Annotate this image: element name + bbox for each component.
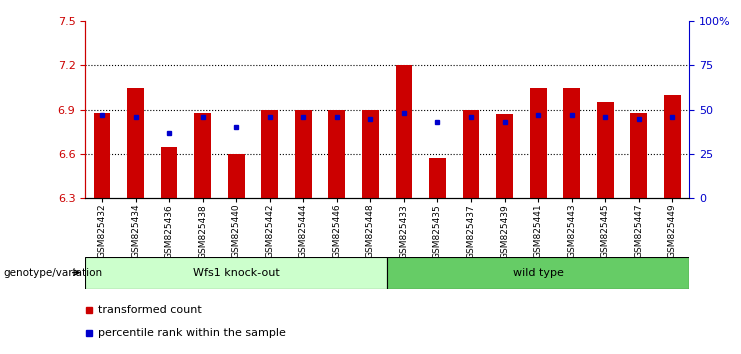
FancyBboxPatch shape	[85, 257, 387, 289]
Bar	[194, 113, 211, 198]
Bar	[262, 110, 278, 198]
Bar	[227, 154, 245, 198]
Bar	[328, 110, 345, 198]
Bar	[396, 65, 412, 198]
Bar	[664, 95, 681, 198]
Bar	[530, 87, 547, 198]
FancyBboxPatch shape	[387, 257, 689, 289]
Bar	[161, 147, 178, 198]
Bar	[362, 110, 379, 198]
Bar	[631, 113, 647, 198]
Text: percentile rank within the sample: percentile rank within the sample	[98, 328, 286, 338]
Bar	[496, 114, 513, 198]
Text: genotype/variation: genotype/variation	[4, 268, 103, 278]
Bar	[429, 158, 446, 198]
Text: transformed count: transformed count	[98, 305, 202, 315]
Bar	[563, 87, 580, 198]
Bar	[127, 87, 144, 198]
Bar	[295, 110, 312, 198]
Bar	[597, 102, 614, 198]
Text: Wfs1 knock-out: Wfs1 knock-out	[193, 268, 279, 278]
Bar	[462, 110, 479, 198]
Text: wild type: wild type	[513, 268, 564, 278]
Bar	[93, 113, 110, 198]
